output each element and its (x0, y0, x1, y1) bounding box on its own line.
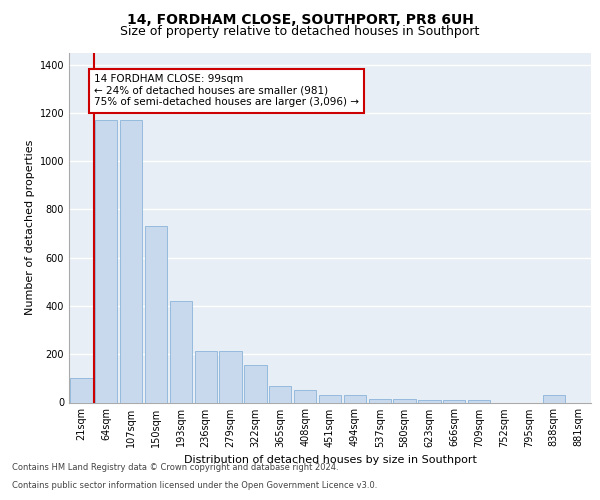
Bar (95, 120, 118, 403)
Bar (418, 400, 440, 402)
Bar (244, 365, 266, 403)
Bar (443, 400, 466, 402)
Text: Size of property relative to detached houses in Southport: Size of property relative to detached ho… (121, 25, 479, 38)
Bar (294, 390, 316, 402)
Bar (194, 350, 217, 403)
Bar (70, 378, 92, 402)
Bar (145, 226, 167, 402)
X-axis label: Distribution of detached houses by size in Southport: Distribution of detached houses by size … (184, 455, 476, 465)
Bar (269, 386, 292, 402)
Bar (368, 399, 391, 402)
Bar (394, 399, 416, 402)
Bar (120, 120, 142, 403)
Text: Contains public sector information licensed under the Open Government Licence v3: Contains public sector information licen… (12, 481, 377, 490)
Bar (542, 396, 565, 402)
Text: 14, FORDHAM CLOSE, SOUTHPORT, PR8 6UH: 14, FORDHAM CLOSE, SOUTHPORT, PR8 6UH (127, 12, 473, 26)
Y-axis label: Number of detached properties: Number of detached properties (25, 140, 35, 315)
Bar (220, 350, 242, 403)
Bar (170, 301, 192, 402)
Bar (319, 396, 341, 402)
Text: 14 FORDHAM CLOSE: 99sqm
← 24% of detached houses are smaller (981)
75% of semi-d: 14 FORDHAM CLOSE: 99sqm ← 24% of detache… (94, 74, 359, 108)
Bar (468, 400, 490, 402)
Text: Contains HM Land Registry data © Crown copyright and database right 2024.: Contains HM Land Registry data © Crown c… (12, 464, 338, 472)
Bar (344, 396, 366, 402)
